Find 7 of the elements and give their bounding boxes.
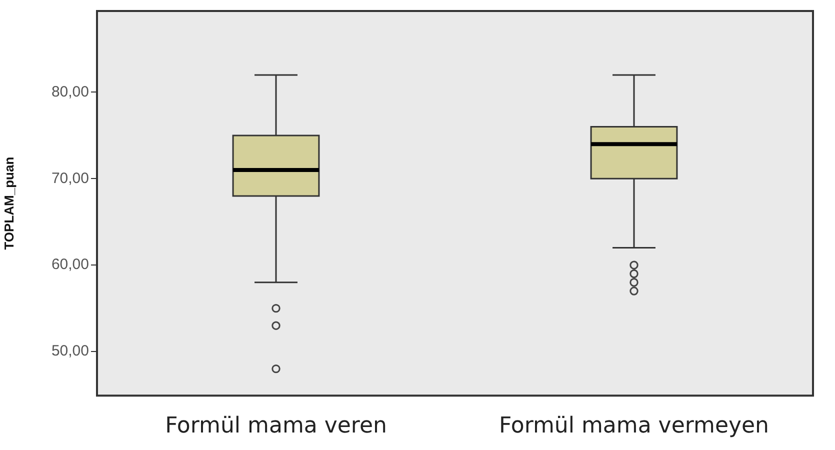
x-tick-label: Formül mama vermeyen xyxy=(499,414,769,439)
y-tick-label: 60,00 xyxy=(51,256,89,274)
y-axis-title: TOPLAM_puan xyxy=(1,156,16,250)
y-tick-label: 50,00 xyxy=(51,342,89,360)
y-tick-label: 70,00 xyxy=(51,170,89,187)
x-tick-label: Formül mama veren xyxy=(165,414,387,439)
y-tick-label: 80,00 xyxy=(51,83,89,100)
